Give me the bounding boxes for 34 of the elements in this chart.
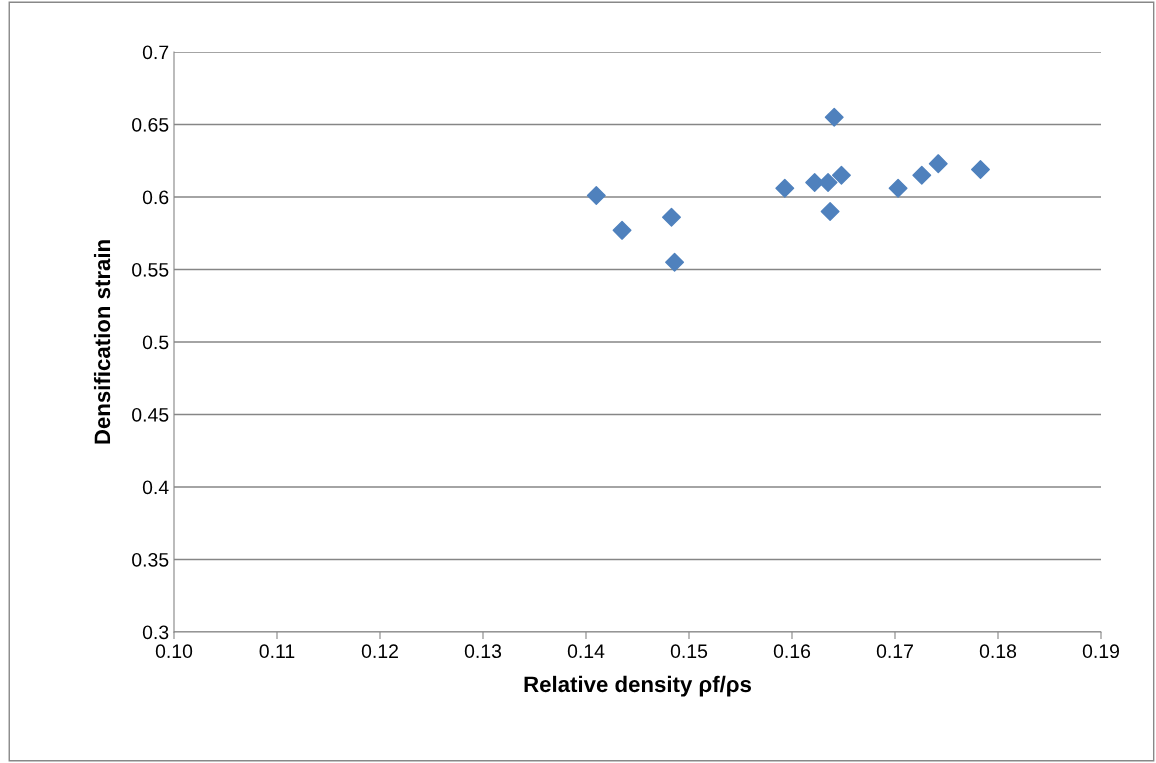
- y-tick-label: 0.55: [132, 262, 169, 277]
- point: [775, 178, 795, 198]
- point: [912, 165, 932, 185]
- point: [662, 207, 681, 227]
- x-tick-label: 0.11: [259, 644, 295, 659]
- x-tick-label: 0.14: [567, 644, 605, 659]
- point: [586, 186, 606, 206]
- y-axis-title: Densification strain: [93, 240, 111, 444]
- y-tick-label: 0.3: [142, 625, 169, 640]
- y-tick-label: 0.7: [142, 45, 169, 60]
- point: [824, 107, 844, 127]
- y-tick-label: 0.35: [132, 552, 169, 567]
- x-tick-label: 0.16: [773, 644, 811, 659]
- point: [820, 202, 840, 221]
- x-axis-title: Relative density ρf/ρs: [524, 675, 751, 697]
- x-tick-label: 0.17: [876, 644, 913, 659]
- x-tick-label: 0.13: [464, 644, 502, 659]
- point: [888, 178, 908, 198]
- point: [665, 252, 685, 272]
- x-tick-label: 0.18: [979, 644, 1017, 659]
- point: [818, 173, 838, 192]
- y-tick-label: 0.65: [132, 117, 169, 132]
- y-tick-label: 0.5: [142, 335, 169, 350]
- x-tick-label: 0.12: [361, 644, 398, 659]
- y-tick-label: 0.6: [142, 190, 169, 205]
- point: [612, 220, 632, 240]
- x-tick-label: 0.19: [1082, 644, 1119, 659]
- x-tick-label: 0.15: [670, 644, 708, 659]
- y-tick-label: 0.45: [132, 407, 169, 422]
- point: [831, 165, 851, 185]
- x-tick-label: 0.10: [155, 644, 193, 659]
- y-tick-label: 0.4: [142, 480, 169, 495]
- point: [928, 154, 948, 174]
- point: [971, 159, 990, 179]
